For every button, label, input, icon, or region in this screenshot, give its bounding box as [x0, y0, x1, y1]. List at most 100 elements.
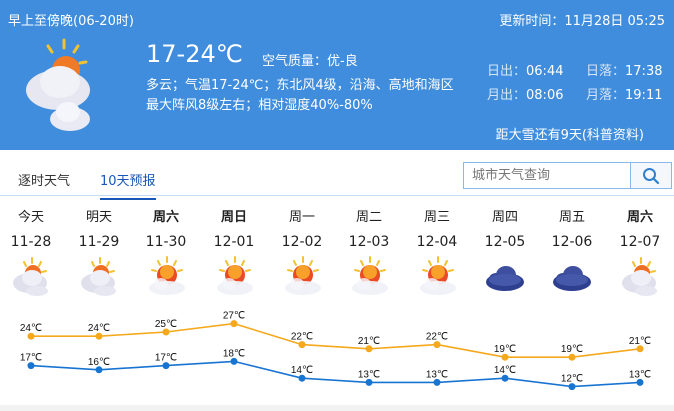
cloudy-icon [13, 257, 48, 296]
search-button[interactable] [630, 163, 671, 188]
high-temp-label: 27℃ [223, 311, 245, 322]
forecast-day: 周六 12-07 [610, 206, 670, 296]
low-temp-label: 13℃ [629, 369, 651, 380]
day-date: 12-07 [619, 234, 661, 250]
moonrise-label: 月出： [487, 88, 527, 103]
high-temp-point [95, 332, 103, 340]
forecast-day: 周六 11-30 [136, 206, 196, 296]
sunrise: 日出：06:44 [487, 60, 563, 79]
high-temp-label: 19℃ [561, 344, 583, 355]
low-temp-label: 17℃ [20, 353, 42, 364]
high-temp-label: 22℃ [291, 332, 313, 343]
high-temp-line [31, 322, 641, 359]
low-temp-label: 13℃ [426, 369, 448, 380]
low-temp-point [230, 357, 238, 365]
low-temp-label: 12℃ [561, 374, 583, 385]
day-name: 周六 [626, 210, 653, 225]
period-label: 早上至傍晚(06-20时) [8, 14, 134, 29]
forecast-tabs: 逐时天气 10天预报 [0, 160, 674, 200]
high-temp-point [27, 332, 35, 340]
day-date: 11-29 [78, 234, 120, 250]
day-date: 12-03 [348, 234, 390, 250]
sunrise-time: 06:44 [526, 64, 564, 79]
low-temp-label: 18℃ [223, 348, 245, 359]
sunny-cloud-icon [352, 256, 388, 295]
city-search [463, 162, 672, 189]
day-name: 周一 [288, 210, 315, 225]
cloudy-icon [81, 257, 116, 296]
sunny-cloud-icon [420, 256, 456, 295]
day-name: 周二 [355, 210, 382, 225]
high-temp-label: 21℃ [629, 336, 651, 347]
forecast-day: 周三 12-04 [407, 206, 467, 296]
forecast-day: 明天 11-29 [69, 206, 129, 296]
temperature-chart: 24℃ 24℃ 25℃ 27℃ 22℃ 21℃ 22℃ 19℃ 19℃ 21℃ 17℃ 16℃ 17℃ 1… [20, 311, 651, 391]
footer-bar [0, 405, 674, 411]
sunny-cloud-icon [149, 256, 185, 295]
moonset-label: 月落： [586, 88, 626, 103]
current-weather-panel: 早上至傍晚(06-20时) 更新时间：11月28日 05:25 17-24℃ 空… [0, 0, 674, 150]
forecast-day: 周四 12-05 [475, 206, 535, 296]
high-temp-label: 24℃ [88, 323, 110, 334]
moonrise-time: 08:06 [526, 88, 564, 103]
low-temp-label: 16℃ [88, 357, 110, 368]
forecast-day: 周二 12-03 [339, 206, 399, 296]
solar-term-link[interactable]: 距大雪还有9天(科普资料) [495, 128, 644, 143]
day-date: 12-02 [281, 234, 323, 250]
high-temp-label: 19℃ [494, 344, 516, 355]
tab-hourly[interactable]: 逐时天气 [18, 174, 71, 189]
high-temp-point [365, 345, 373, 353]
low-temp-point [568, 383, 576, 391]
forecast-day: 周日 12-01 [204, 206, 264, 296]
day-date: 12-06 [551, 234, 593, 250]
moonset: 月落：19:11 [586, 84, 662, 103]
high-temp-label: 25℃ [155, 319, 177, 330]
sunset: 日落：17:38 [586, 60, 662, 79]
high-temp-point [636, 345, 644, 353]
low-temp-label: 14℃ [291, 365, 313, 376]
high-temp-point [501, 353, 509, 361]
city-search-input[interactable] [464, 163, 630, 188]
temperature-range: 17-24℃ [146, 40, 243, 68]
day-name: 周三 [423, 210, 450, 225]
low-temp-line [30, 360, 641, 388]
low-temp-point [27, 362, 35, 370]
forecast-day: 周五 12-06 [542, 206, 602, 296]
low-temp-label: 14℃ [494, 365, 516, 376]
sunset-time: 17:38 [625, 64, 663, 79]
high-temp-point [433, 341, 441, 349]
day-date: 11-30 [145, 234, 187, 250]
low-temp-point [162, 362, 170, 370]
high-temp-point [568, 353, 576, 361]
low-temp-point [298, 374, 306, 382]
low-temp-point [95, 366, 103, 374]
day-name: 明天 [85, 210, 112, 225]
overcast-icon [553, 266, 591, 291]
high-temp-point [298, 341, 306, 349]
weather-description-line1: 多云；气温17-24℃；东北风4级，沿海、高地和海区 [146, 78, 454, 93]
sunset-label: 日落： [586, 64, 626, 79]
overcast-icon [486, 266, 524, 291]
day-name: 今天 [17, 210, 44, 225]
low-temp-label: 17℃ [155, 353, 177, 364]
low-temp-point [433, 378, 441, 386]
low-temp-point [636, 378, 644, 386]
cloudy-icon [622, 257, 657, 296]
day-date: 12-05 [484, 234, 526, 250]
sunny-cloud-icon [285, 256, 321, 295]
high-temp-point [230, 320, 238, 328]
tab-10-day[interactable]: 10天预报 [100, 170, 156, 200]
search-icon [643, 167, 660, 184]
day-date: 12-04 [416, 234, 458, 250]
low-temp-label: 13℃ [358, 369, 380, 380]
air-quality: 空气质量：优-良 [262, 54, 358, 69]
low-temp-point [365, 378, 373, 386]
sunny-cloud-icon [217, 256, 253, 295]
high-temp-label: 24℃ [20, 323, 42, 334]
high-temp-label: 21℃ [358, 336, 380, 347]
cloudy-icon [26, 38, 90, 131]
day-name: 周日 [220, 210, 247, 225]
moonrise: 月出：08:06 [487, 84, 563, 103]
day-date: 12-01 [213, 234, 255, 250]
forecast-day: 今天 11-28 [1, 206, 61, 296]
